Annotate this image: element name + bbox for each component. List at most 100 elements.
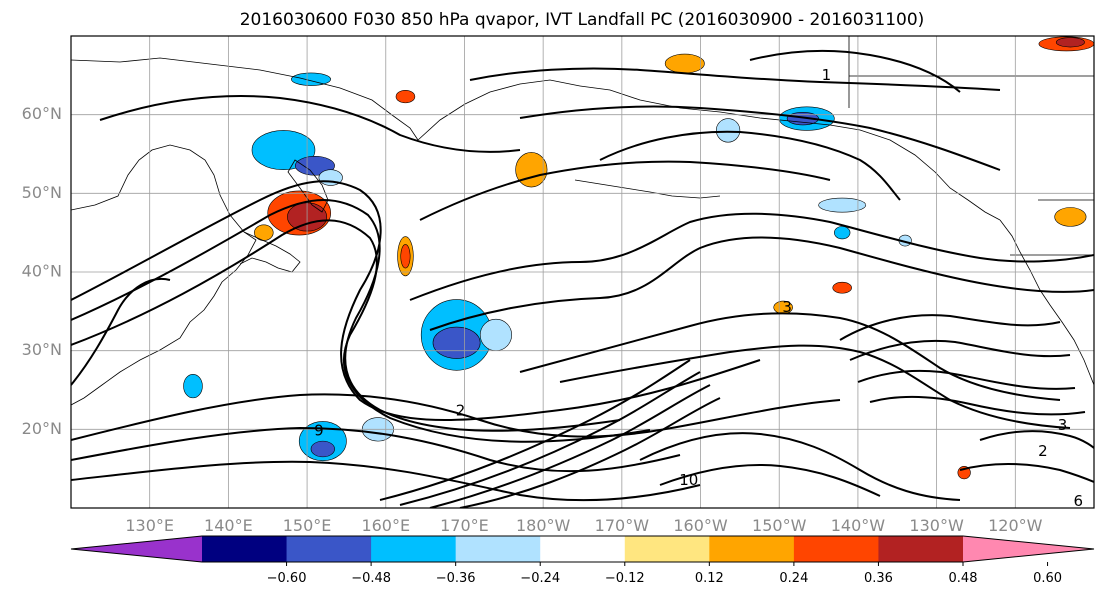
longitude-label: 160°W [673,516,728,535]
colorbar-tick-label: 0.48 [949,571,978,586]
anomaly-patch [400,244,411,269]
contour-label: 6 [1073,492,1083,510]
contour [99,95,521,153]
aleutian-islands [574,179,721,199]
contour [869,395,1086,416]
anomaly-patch [1054,207,1087,227]
contour [839,314,1061,341]
longitude-label: 170°E [440,516,489,535]
contour [559,344,1071,429]
contour [399,371,701,506]
contour [849,339,1071,361]
anomaly-patch [515,152,548,188]
colorbar-bin [540,536,626,562]
contour [959,463,1094,483]
colorbar-tick-label: 0.60 [1033,571,1062,586]
anomaly-patch [1055,37,1085,48]
longitude-label: 160°E [361,516,410,535]
contour-label: 2 [456,402,466,420]
alaska-coastline [579,85,1001,221]
contour [659,463,881,497]
longitude-label: 140°W [831,516,886,535]
contour [71,393,841,441]
longitude-label: 130°E [125,516,174,535]
colorbar-tick-label: 0.12 [695,571,724,586]
contour-label: 9 [314,421,324,439]
contour [639,432,961,501]
longitude-label: 130°W [909,516,964,535]
contour-label: 3 [1058,416,1068,434]
gridlines [71,36,1094,508]
anomaly-patch [310,440,335,458]
anomaly-patch [664,53,705,74]
contour [429,384,711,508]
colorbar-bin [793,536,879,562]
anomaly-patch [832,281,852,294]
contour [71,219,651,443]
contour [749,49,961,93]
colorbar-tick-label: −0.36 [436,571,476,586]
contour-label: 1 [822,66,832,84]
figure-title: 2016030600 F030 850 hPa qvapor, IVT Land… [240,10,925,30]
bering-coastline [417,79,581,141]
contour [379,359,691,501]
colorbar-tick-label: −0.24 [520,571,560,586]
colorbar-tick-label: −0.48 [351,571,391,586]
colorbar-bin [202,536,288,562]
colorbar-bin [624,536,710,562]
longitude-labels: 130°E 140°E 150°E 160°E 170°E 180°W 170°W 160°W… [125,516,1042,535]
contour [71,277,171,386]
coastlines [71,36,1094,406]
colorbar-extend-min [71,536,202,562]
anomaly-patch [395,89,416,104]
map-frame [70,35,1095,509]
colorbar-tick-label: 0.36 [864,571,893,586]
latitude-label: 40°N [22,262,62,281]
kamchatka-coastline [287,159,329,213]
north-america-coastline [999,219,1094,386]
latitude-labels: 20°N 30°N 40°N 50°N 60°N [22,104,62,438]
siberia-coastline [71,57,419,141]
colorbar-tick-label: 0.24 [779,571,808,586]
latitude-label: 30°N [22,340,62,359]
anomaly-patch [479,318,512,351]
contour [519,312,1061,401]
longitude-label: 140°E [204,516,253,535]
latitude-label: 50°N [22,183,62,202]
colorbar-bin [371,536,457,562]
colorbar-outline [70,535,1095,563]
contour-label: 10 [679,471,698,489]
longitude-label: 120°W [988,516,1043,535]
contour [519,105,1001,171]
colorbar: −0.60 −0.48 −0.36 −0.24 −0.12 0.12 0.24 0.36 0.4… [70,535,1095,586]
anomaly-patch [432,326,481,359]
canada-border [848,36,1094,256]
ivt-contours [71,49,1094,508]
latitude-label: 20°N [22,419,62,438]
contour [599,130,901,201]
contour [857,369,1076,390]
contour [979,430,1094,449]
qvapor-anomaly-fill [183,36,1094,480]
longitude-label: 150°E [283,516,332,535]
anomaly-patch [715,118,741,143]
contour [71,180,761,421]
colorbar-tick-label: −0.12 [605,571,645,586]
colorbar-bin [286,536,372,562]
longitude-label: 170°W [595,516,650,535]
colorbar-bin [455,536,541,562]
contour [409,212,1094,301]
asia-coastline [71,144,257,406]
colorbar-bin [709,536,795,562]
anomaly-patch [818,197,867,213]
contour [459,397,721,508]
contour [71,460,701,502]
colorbar-extend-max [963,536,1094,562]
contour [429,236,1094,331]
contour-label: 2 [1038,442,1048,460]
contour [419,160,831,221]
contour-label: 3 [782,298,792,316]
